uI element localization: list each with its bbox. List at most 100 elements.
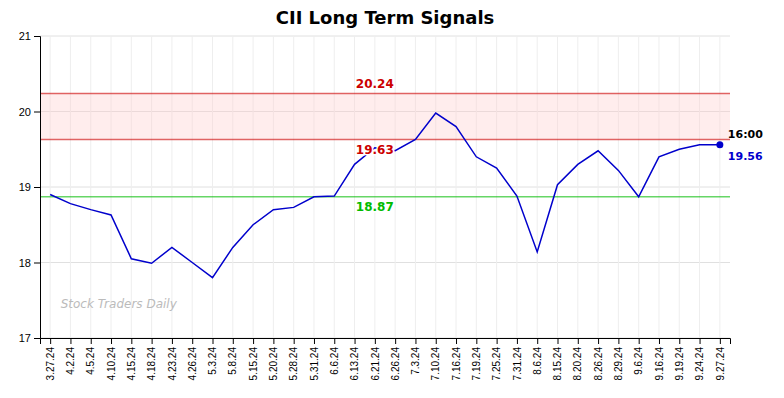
x-tick-label: 9.6.24: [633, 347, 644, 375]
x-tick: 5.8.24: [227, 338, 238, 375]
x-tick: 9.16.24: [654, 338, 665, 380]
x-tick-label: 4.26.24: [187, 347, 198, 381]
grid-line-x: [395, 36, 396, 338]
x-tick-label: 6.21.24: [370, 347, 381, 381]
x-tick-mark: [578, 338, 579, 344]
x-tick-mark: [720, 338, 721, 344]
x-tick-label: 8.15.24: [552, 347, 563, 381]
x-tick-mark: [131, 338, 132, 344]
x-tick: 9.19.24: [674, 338, 685, 380]
reference-line: [40, 93, 730, 95]
y-tick-label: 19: [19, 181, 31, 193]
x-tick-label: 7.25.24: [491, 347, 502, 381]
x-tick: 4.18.24: [146, 338, 157, 380]
grid-line-x: [232, 36, 233, 338]
x-tick-label: 4.5.24: [85, 347, 96, 375]
x-tick-label: 5.15.24: [248, 347, 259, 381]
x-tick-mark: [659, 338, 660, 344]
grid-line-x: [679, 36, 680, 338]
grid-line-x: [313, 36, 314, 338]
x-tick-label: 4.2.24: [65, 347, 76, 375]
x-tick-label: 9.19.24: [674, 347, 685, 381]
x-tick-label: 8.29.24: [613, 347, 624, 381]
y-tick: 21: [19, 30, 40, 42]
y-tick-label: 20: [19, 106, 31, 118]
x-tick-label: 7.16.24: [451, 347, 462, 381]
x-tick-label: 5.3.24: [207, 347, 218, 375]
reference-label: 19.63: [356, 143, 394, 157]
reference-labels: 19.63 20.24 18.87: [356, 77, 394, 214]
x-tick-mark: [537, 338, 538, 344]
grid-line-x: [415, 36, 416, 338]
y-tick-label: 17: [19, 332, 31, 344]
x-tick-label: 5.28.24: [288, 347, 299, 381]
x-tick: 5.3.24: [207, 338, 218, 375]
grid-line-x: [131, 36, 132, 338]
x-tick-mark: [192, 338, 193, 344]
grid-line-x: [171, 36, 172, 338]
grid-line-x: [90, 36, 91, 338]
x-tick-label: 8.20.24: [572, 347, 583, 381]
grid-line-x: [50, 36, 51, 338]
x-tick-mark: [70, 338, 71, 344]
grid-line-x: [658, 36, 659, 338]
x-tick-label: 4.23.24: [167, 347, 178, 381]
reference-line: [40, 196, 730, 198]
x-tick: 7.31.24: [512, 338, 523, 380]
x-axis: 3.27.244.2.244.5.244.10.244.15.244.18.24…: [41, 338, 731, 380]
x-tick-label: 7.31.24: [512, 347, 523, 381]
x-tick: 9.27.24: [715, 338, 726, 380]
grid-line-x: [273, 36, 274, 338]
x-tick-label: 6.13.24: [349, 347, 360, 381]
y-tick-label: 18: [19, 257, 31, 269]
x-tick-label: 9.24.24: [694, 347, 705, 381]
x-tick: 7.16.24: [451, 338, 462, 380]
x-tick-label: 5.20.24: [268, 347, 279, 381]
x-tick: 5.15.24: [248, 338, 259, 380]
x-tick-label: 3.27.24: [45, 347, 56, 381]
x-tick-mark: [91, 338, 92, 344]
grid-line-x: [192, 36, 193, 338]
x-tick: 8.6.24: [532, 338, 543, 375]
x-tick-mark: [50, 338, 51, 344]
grid-line-x: [516, 36, 517, 338]
grid-line-x: [151, 36, 152, 338]
end-annotation: 16:00: [728, 128, 763, 141]
y-tick-mark: [34, 187, 40, 188]
x-tick: 7.3.24: [410, 338, 421, 375]
grid-line-x: [212, 36, 213, 338]
y-tick-mark: [34, 112, 40, 113]
reference-label: 20.24: [356, 77, 394, 91]
x-tick-label: 8.26.24: [593, 347, 604, 381]
x-tick-label: 5.8.24: [227, 347, 238, 375]
x-tick-label: 6.26.24: [390, 347, 401, 381]
x-tick-label: 4.15.24: [126, 347, 137, 381]
y-axis: 17 18 19 20 21: [19, 30, 41, 344]
y-axis-line: [34, 37, 41, 339]
title: CII Long Term Signals: [276, 7, 495, 28]
grid-line-x: [456, 36, 457, 338]
x-tick: 6.13.24: [349, 338, 360, 380]
x-tick: 5.31.24: [309, 338, 320, 380]
x-tick: 5.28.24: [288, 338, 299, 380]
x-tick: 8.26.24: [593, 338, 604, 380]
plot-area: 3.27.244.2.244.5.244.10.244.15.244.18.24…: [19, 30, 763, 380]
x-tick: 9.24.24: [694, 338, 705, 380]
reference-label: 18.87: [356, 200, 394, 214]
x-tick: 7.19.24: [471, 338, 482, 380]
x-tick-mark: [476, 338, 477, 344]
x-axis-line: [41, 339, 731, 345]
x-tick-mark: [679, 338, 680, 344]
x-tick-label: 8.6.24: [532, 347, 543, 375]
reference-line: [40, 139, 730, 141]
y-tick-mark: [34, 338, 40, 339]
y-tick: 19: [19, 181, 40, 193]
y-tick-mark: [34, 263, 40, 264]
grid-line-x: [638, 36, 639, 338]
x-tick: 4.15.24: [126, 338, 137, 380]
x-tick-label: 4.18.24: [146, 347, 157, 381]
x-tick-mark: [700, 338, 701, 344]
x-tick-mark: [213, 338, 214, 344]
grid-line-x: [699, 36, 700, 338]
chart: 3.27.244.2.244.5.244.10.244.15.244.18.24…: [0, 0, 784, 398]
